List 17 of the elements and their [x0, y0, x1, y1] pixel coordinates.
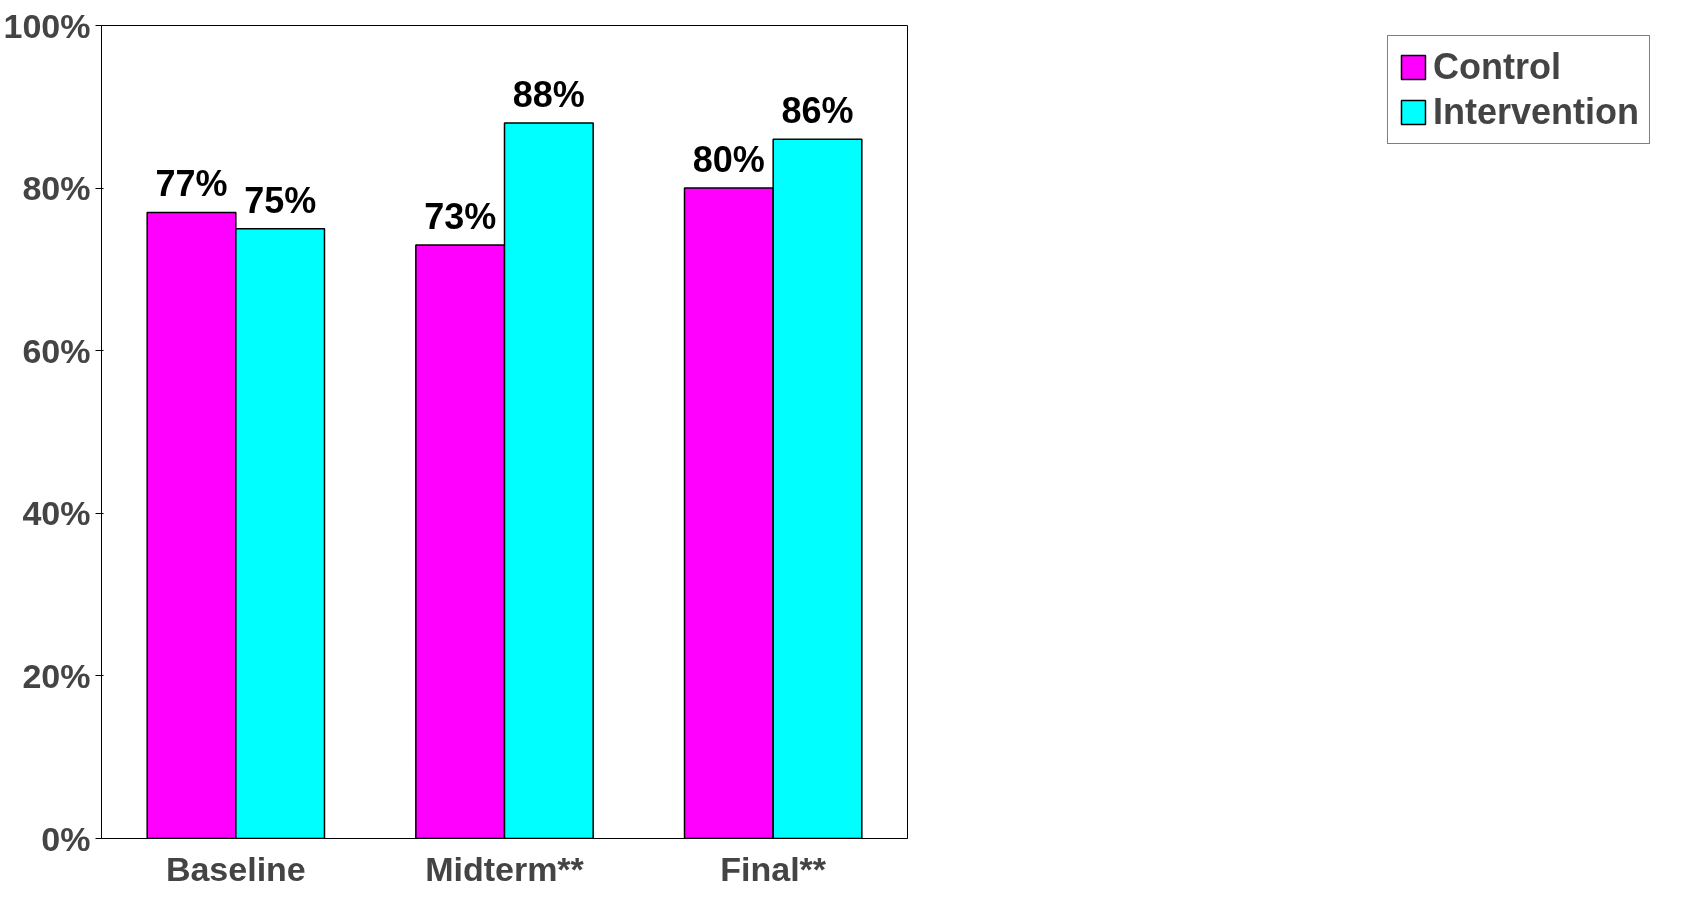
data-label: 75%	[244, 179, 317, 221]
x-tick-label: Baseline	[165, 849, 306, 888]
data-label: 86%	[781, 90, 854, 132]
x-tick-label: Final**	[720, 849, 827, 888]
x-tick-label: Midterm**	[425, 849, 585, 888]
y-tick-label: 40%	[22, 494, 91, 533]
y-tick-label: 20%	[22, 656, 91, 695]
legend-label: Control	[1432, 46, 1561, 88]
y-tick-label: 100%	[3, 6, 91, 45]
y-tick-label: 0%	[41, 819, 91, 858]
y-tick-label: 80%	[22, 169, 91, 208]
data-label: 77%	[155, 163, 228, 205]
legend-label: Intervention	[1432, 91, 1639, 133]
data-label: 80%	[692, 139, 765, 181]
data-label: 88%	[512, 74, 585, 116]
data-label: 73%	[424, 196, 497, 238]
y-tick-label: 60%	[22, 331, 91, 370]
